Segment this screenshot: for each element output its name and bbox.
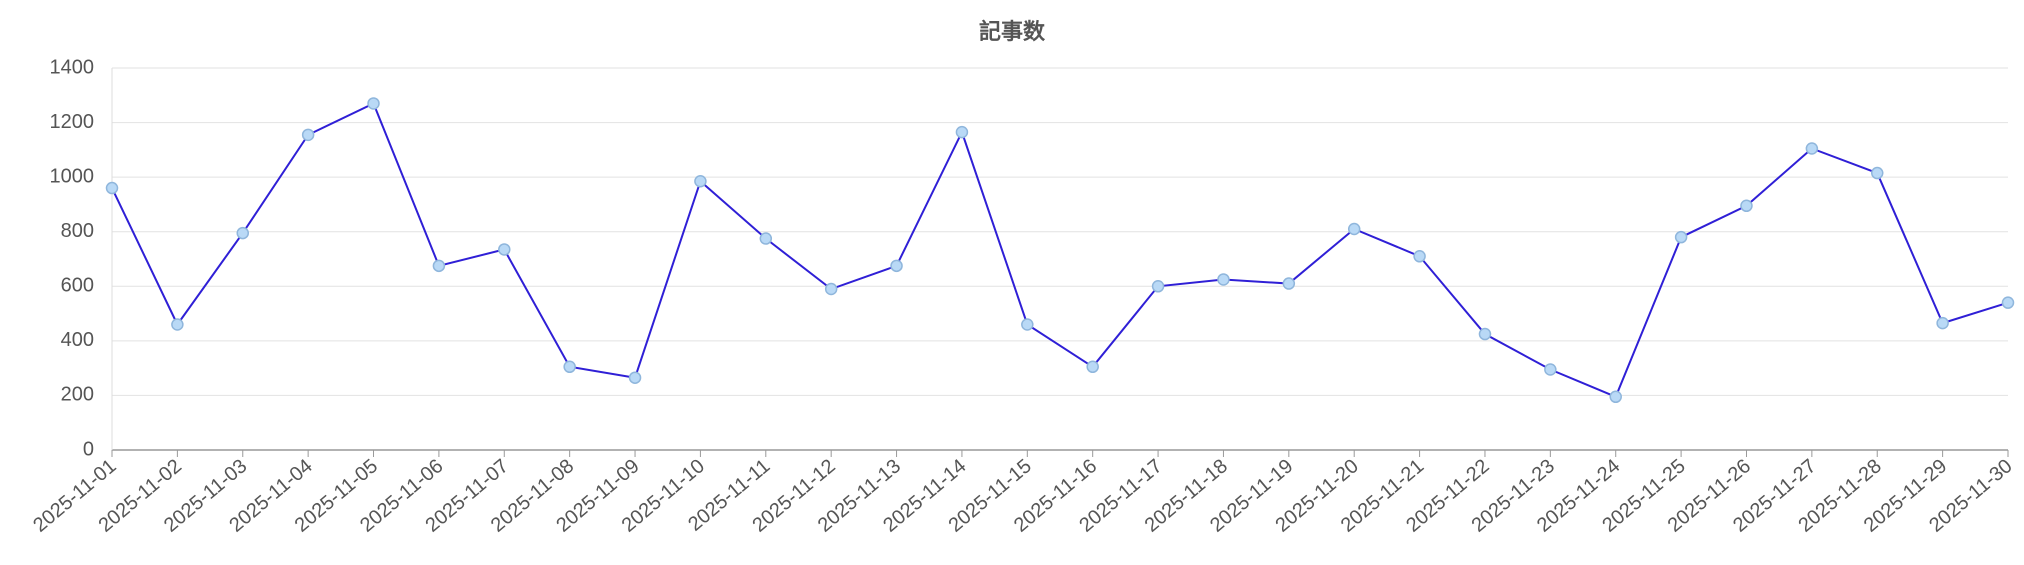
data-point <box>955 125 969 139</box>
data-point <box>301 128 315 142</box>
data-point <box>1805 142 1819 155</box>
data-point <box>824 282 838 296</box>
chart-title: 記事数 <box>979 19 1046 44</box>
data-point <box>105 181 119 195</box>
y-tick-label: 1000 <box>50 165 95 187</box>
y-tick-label: 1400 <box>50 56 95 78</box>
data-point <box>890 259 903 273</box>
data-point <box>1021 318 1034 331</box>
y-tick-label: 600 <box>61 275 94 297</box>
data-point <box>498 243 511 256</box>
data-point <box>1936 316 1949 330</box>
data-point <box>1347 222 1361 236</box>
data-point <box>1282 277 1296 290</box>
data-point <box>694 174 707 188</box>
data-point <box>563 360 576 374</box>
data-point <box>1217 273 1230 286</box>
data-point <box>171 318 184 331</box>
y-tick-label: 1200 <box>50 111 95 133</box>
data-point <box>1740 199 1753 213</box>
y-tick-label: 400 <box>61 329 94 351</box>
data-line <box>111 102 2009 399</box>
data-point <box>2001 296 2015 309</box>
data-point <box>1674 230 1688 244</box>
data-point <box>367 97 380 110</box>
data-point <box>1151 280 1165 293</box>
y-tick-label: 800 <box>61 220 94 242</box>
data-point <box>236 226 250 240</box>
data-point <box>1544 363 1557 376</box>
data-point <box>628 371 642 384</box>
data-point <box>759 232 773 245</box>
data-point <box>432 259 446 273</box>
y-tick-label: 0 <box>83 438 94 460</box>
y-tick-label: 200 <box>61 384 94 406</box>
data-point <box>1478 327 1492 341</box>
data-point <box>1086 360 1099 374</box>
data-point <box>1413 250 1426 263</box>
data-point <box>1609 390 1622 404</box>
data-point <box>1870 166 1884 180</box>
